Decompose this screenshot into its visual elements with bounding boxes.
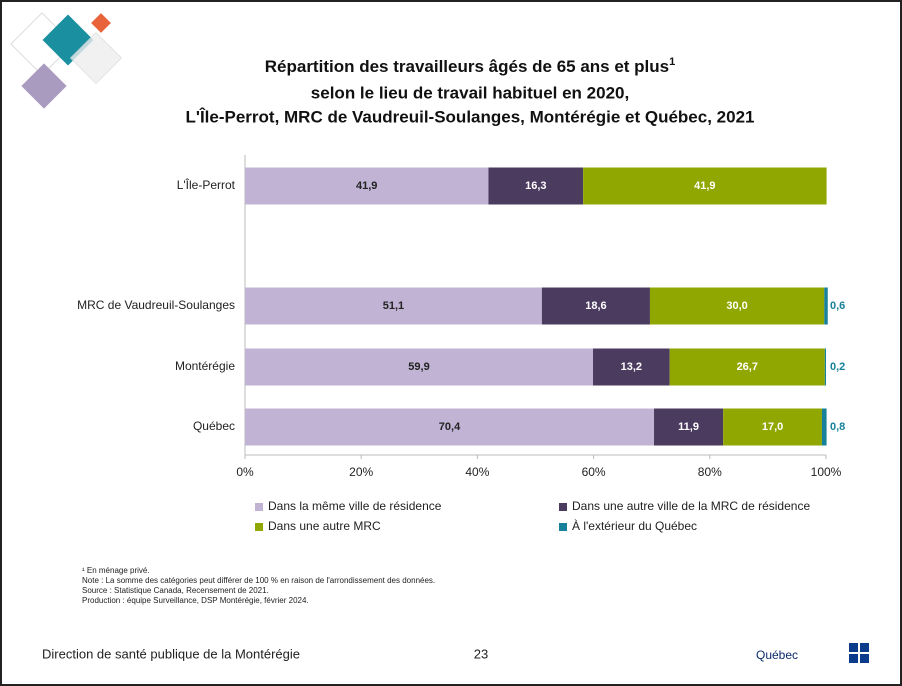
x-tick-label: 100% bbox=[811, 465, 842, 479]
logo-flag bbox=[849, 643, 869, 663]
bar-segment bbox=[541, 287, 650, 325]
bar-label: 11,9 bbox=[678, 421, 699, 433]
bar-label: 30,0 bbox=[726, 300, 747, 312]
legend-swatch bbox=[559, 503, 567, 511]
y-tick-label: L'Île-Perrot bbox=[177, 177, 236, 192]
footer-organization: Direction de santé publique de la Montér… bbox=[42, 646, 300, 661]
y-tick-label: Montérégie bbox=[175, 359, 235, 373]
bar-segment bbox=[824, 287, 828, 325]
y-tick-label: MRC de Vaudreuil-Soulanges bbox=[77, 298, 235, 312]
bar-label: 0,2 bbox=[830, 361, 845, 373]
plot: 0% 20% 40% 60% 80% 100% L'Île-Perrot 41,9 16,3 41… bbox=[77, 155, 845, 605]
decoration bbox=[10, 12, 123, 109]
x-tick-label: 80% bbox=[698, 465, 722, 479]
bar-label: 13,2 bbox=[621, 361, 642, 373]
bar-label: 17,0 bbox=[762, 421, 783, 433]
bar-segment bbox=[649, 287, 825, 325]
bar-label: 0,8 bbox=[830, 421, 845, 433]
footnote: Note : La somme des catégories peut diff… bbox=[82, 576, 435, 585]
bar-label: 70,4 bbox=[439, 421, 461, 433]
bar-segment bbox=[245, 287, 542, 325]
footnote: Source : Statistique Canada, Recensement… bbox=[82, 586, 269, 595]
legend-swatch bbox=[255, 503, 263, 511]
legend-swatch bbox=[255, 523, 263, 531]
bar-segment bbox=[824, 348, 826, 386]
title-line: Répartition des travailleurs âgés de 65 … bbox=[265, 57, 669, 76]
x-tick-label: 0% bbox=[236, 465, 254, 479]
bar-label: 0,6 bbox=[830, 300, 845, 312]
page-number: 23 bbox=[474, 646, 488, 661]
bar-segment bbox=[488, 167, 584, 205]
bar-segment bbox=[245, 348, 594, 386]
bar-segment bbox=[245, 167, 489, 205]
x-tick-label: 40% bbox=[465, 465, 489, 479]
title-line: selon le lieu de travail habituel en 202… bbox=[311, 83, 629, 102]
bar-label: 59,9 bbox=[408, 361, 429, 373]
bar-segment bbox=[654, 408, 724, 446]
bar-segment bbox=[593, 348, 670, 386]
legend-label: À l'extérieur du Québec bbox=[572, 518, 697, 533]
logo: Québec bbox=[756, 648, 798, 662]
bar-segment bbox=[821, 408, 827, 446]
bar-label: 51,1 bbox=[383, 300, 404, 312]
legend-label: Dans une autre MRC bbox=[268, 519, 381, 533]
bar-segment bbox=[245, 408, 655, 446]
chart-title: Répartition des travailleurs âgés de 65 … bbox=[265, 56, 676, 77]
bar-label: 41,9 bbox=[356, 180, 377, 192]
title-superscript: 1 bbox=[669, 56, 675, 68]
footnote: ¹ En ménage privé. bbox=[82, 566, 150, 575]
title-line: L'Île-Perrot, MRC de Vaudreuil-Soulanges… bbox=[186, 107, 755, 126]
x-tick-label: 20% bbox=[349, 465, 373, 479]
legend-label: Dans une autre ville de la MRC de réside… bbox=[572, 499, 810, 513]
bar-label: 16,3 bbox=[525, 180, 546, 192]
footnote: Production : équipe Surveillance, DSP Mo… bbox=[82, 596, 309, 605]
bar-segment bbox=[583, 167, 827, 205]
bar-label: 41,9 bbox=[694, 180, 715, 192]
legend-swatch bbox=[559, 523, 567, 531]
legend-label: Dans la même ville de résidence bbox=[268, 499, 442, 513]
x-tick-label: 60% bbox=[582, 465, 606, 479]
bar-label: 26,7 bbox=[737, 361, 758, 373]
bar-segment bbox=[723, 408, 822, 446]
y-tick-label: Québec bbox=[193, 419, 235, 433]
bar-label: 18,6 bbox=[585, 300, 606, 312]
bar-segment bbox=[669, 348, 825, 386]
